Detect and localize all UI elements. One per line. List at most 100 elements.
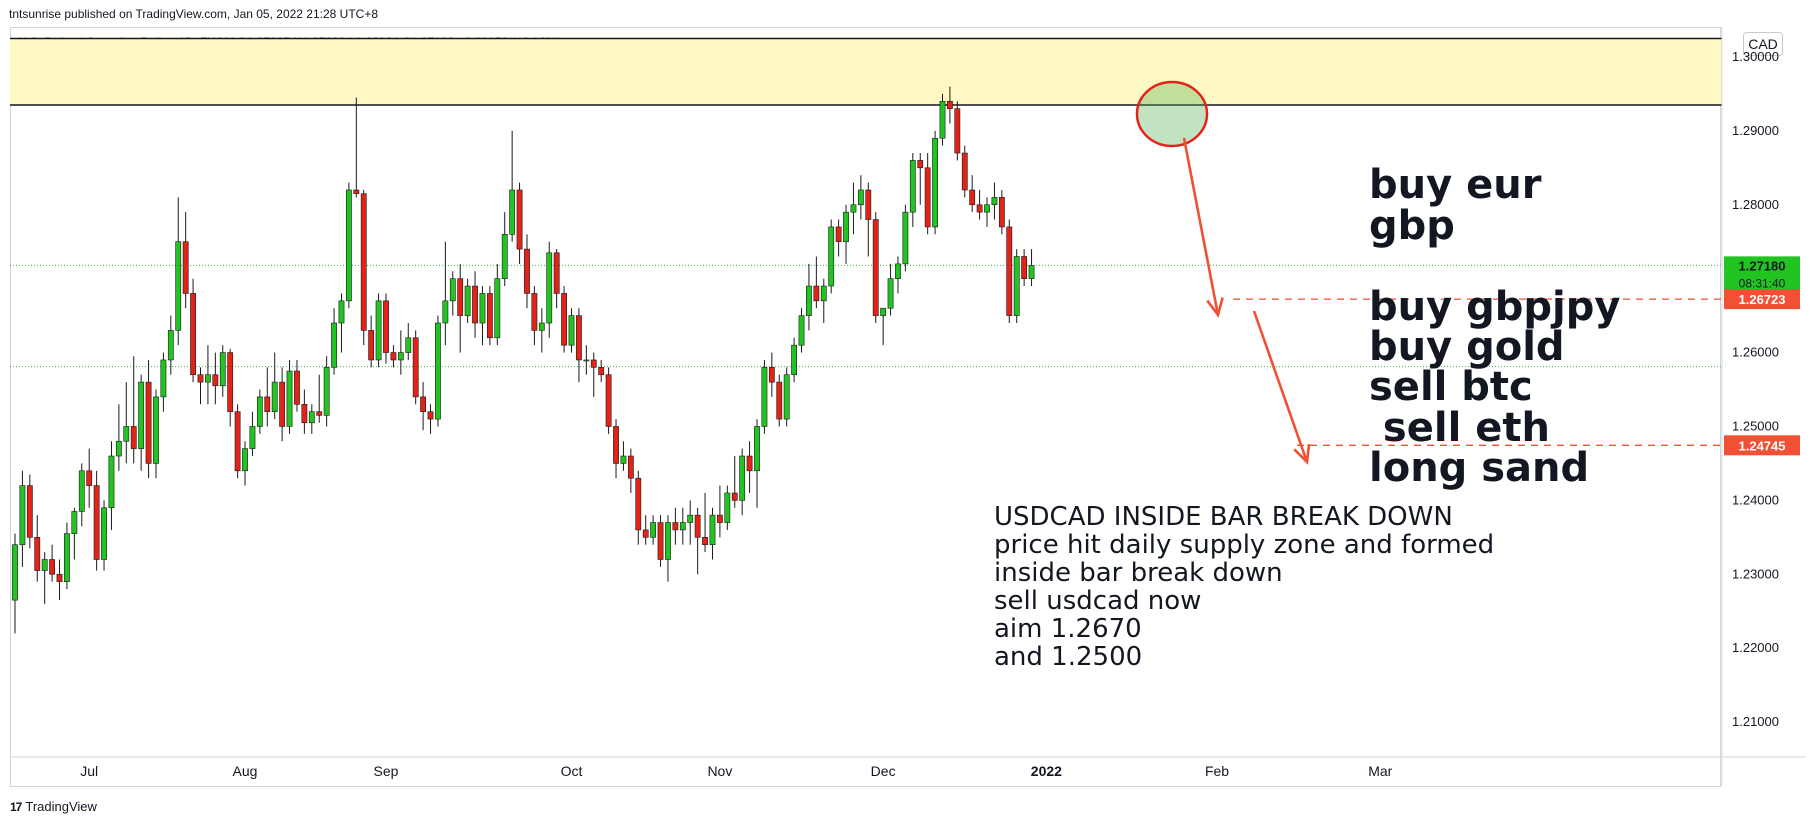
axis-layer: 1.300001.290001.280001.270001.260001.250…	[10, 27, 1806, 786]
candle-body	[234, 411, 241, 472]
candle-body	[561, 293, 567, 346]
candle-body	[568, 315, 575, 346]
candle-body	[627, 455, 634, 479]
candle-body	[286, 370, 293, 427]
tradingview-brand: TradingView	[25, 799, 97, 814]
tradingview-logo-icon: 17	[10, 799, 22, 814]
candle-body	[190, 293, 196, 376]
candle-body	[984, 204, 990, 213]
candle-body	[71, 511, 78, 534]
candle-body	[672, 522, 679, 531]
candle-body	[969, 189, 976, 206]
candle-body	[175, 241, 182, 331]
candle-body	[813, 285, 820, 302]
candle-body	[828, 226, 835, 287]
price-tick-label: 1.24000	[1732, 492, 1779, 507]
candle-body	[316, 411, 323, 416]
candle-body	[331, 322, 337, 368]
candle-body	[761, 367, 768, 427]
candle-body	[954, 108, 961, 154]
annotation-layer	[1135, 80, 1311, 465]
candle-body	[49, 559, 55, 575]
annotation-gbp: gbp	[1369, 203, 1455, 249]
candle-body	[345, 189, 352, 302]
candle-body	[405, 337, 412, 353]
price-tick-label: 1.30000	[1732, 49, 1779, 64]
candle-body	[219, 352, 226, 387]
candle-body	[227, 352, 234, 412]
note-line-3: inside bar break down	[994, 558, 1283, 588]
note-line-4: sell usdcad now	[994, 586, 1202, 616]
zone-layer	[10, 38, 1722, 105]
arrow-down-1	[1182, 137, 1220, 316]
candle-body	[449, 278, 456, 302]
candle-body	[375, 300, 382, 361]
candle-body	[86, 470, 93, 486]
candle-body	[909, 160, 916, 213]
candle-body	[501, 234, 508, 279]
candle-body	[93, 485, 100, 560]
published-caption: tntsunrise published on TradingView.com,…	[9, 7, 379, 21]
chart-frame[interactable]	[10, 27, 1721, 787]
annotation-buy-eur: buy eur	[1369, 162, 1542, 208]
annotation-buy-gold: buy gold	[1369, 324, 1565, 370]
candle-body	[256, 396, 263, 427]
trade-note: USDCAD INSIDE BAR BREAK DOWN price hit da…	[994, 503, 1494, 671]
candle-body	[731, 492, 738, 501]
candle-body	[19, 485, 26, 546]
candle-body	[895, 263, 901, 279]
candle-body	[991, 197, 998, 206]
note-line-1: USDCAD INSIDE BAR BREAK DOWN	[994, 502, 1453, 532]
annotation-buy-gbpjpy: buy gbpjpy	[1369, 284, 1621, 330]
candle-body	[709, 514, 716, 546]
candle-body	[687, 514, 694, 523]
last-price-tag	[1724, 256, 1800, 293]
candle-body	[716, 514, 723, 523]
candle-body	[872, 219, 879, 316]
currency-button[interactable]: CAD	[1743, 32, 1783, 56]
candle-body	[642, 529, 649, 538]
candle-body	[939, 101, 946, 139]
candle-body	[338, 300, 345, 324]
candle-body	[397, 352, 404, 361]
price-tick-label: 1.28000	[1732, 197, 1779, 212]
tradingview-footer[interactable]: 17 TradingView	[10, 799, 97, 814]
candle-body	[524, 248, 530, 294]
candle-body	[702, 537, 708, 546]
candle-body	[427, 411, 434, 420]
time-tick-label: Feb	[1205, 763, 1229, 779]
candle-body	[145, 381, 152, 464]
candle-body	[294, 370, 300, 405]
candle-body	[412, 337, 419, 398]
price-tick-label: 1.23000	[1732, 566, 1779, 581]
candle-body	[850, 204, 857, 213]
time-tick-label: Sep	[374, 763, 399, 779]
candle-body	[420, 396, 426, 412]
candle-body	[531, 293, 538, 331]
candle-body	[887, 278, 894, 309]
candle-body	[323, 367, 330, 416]
candle-body	[917, 160, 924, 169]
candle-body	[1021, 256, 1028, 279]
candle-body	[486, 293, 493, 339]
candle-body	[457, 278, 464, 316]
candle-body	[249, 426, 256, 449]
candle-body	[598, 367, 605, 376]
candle-body	[961, 152, 968, 191]
candle-body	[865, 189, 872, 220]
candle-body	[182, 241, 189, 294]
candle-body	[130, 426, 137, 449]
candle-body	[160, 359, 167, 398]
candle-body	[308, 411, 315, 424]
candle-body	[947, 101, 953, 109]
candle-body	[665, 522, 671, 560]
candle-body	[553, 252, 560, 294]
price-tick-label: 1.29000	[1732, 123, 1779, 138]
time-tick-label: Mar	[1368, 763, 1392, 779]
candle-body	[26, 485, 33, 538]
candle-body	[41, 559, 48, 571]
annotation-sell-eth: sell eth	[1369, 405, 1550, 451]
candle-body	[768, 367, 775, 383]
candle-body	[835, 226, 842, 243]
